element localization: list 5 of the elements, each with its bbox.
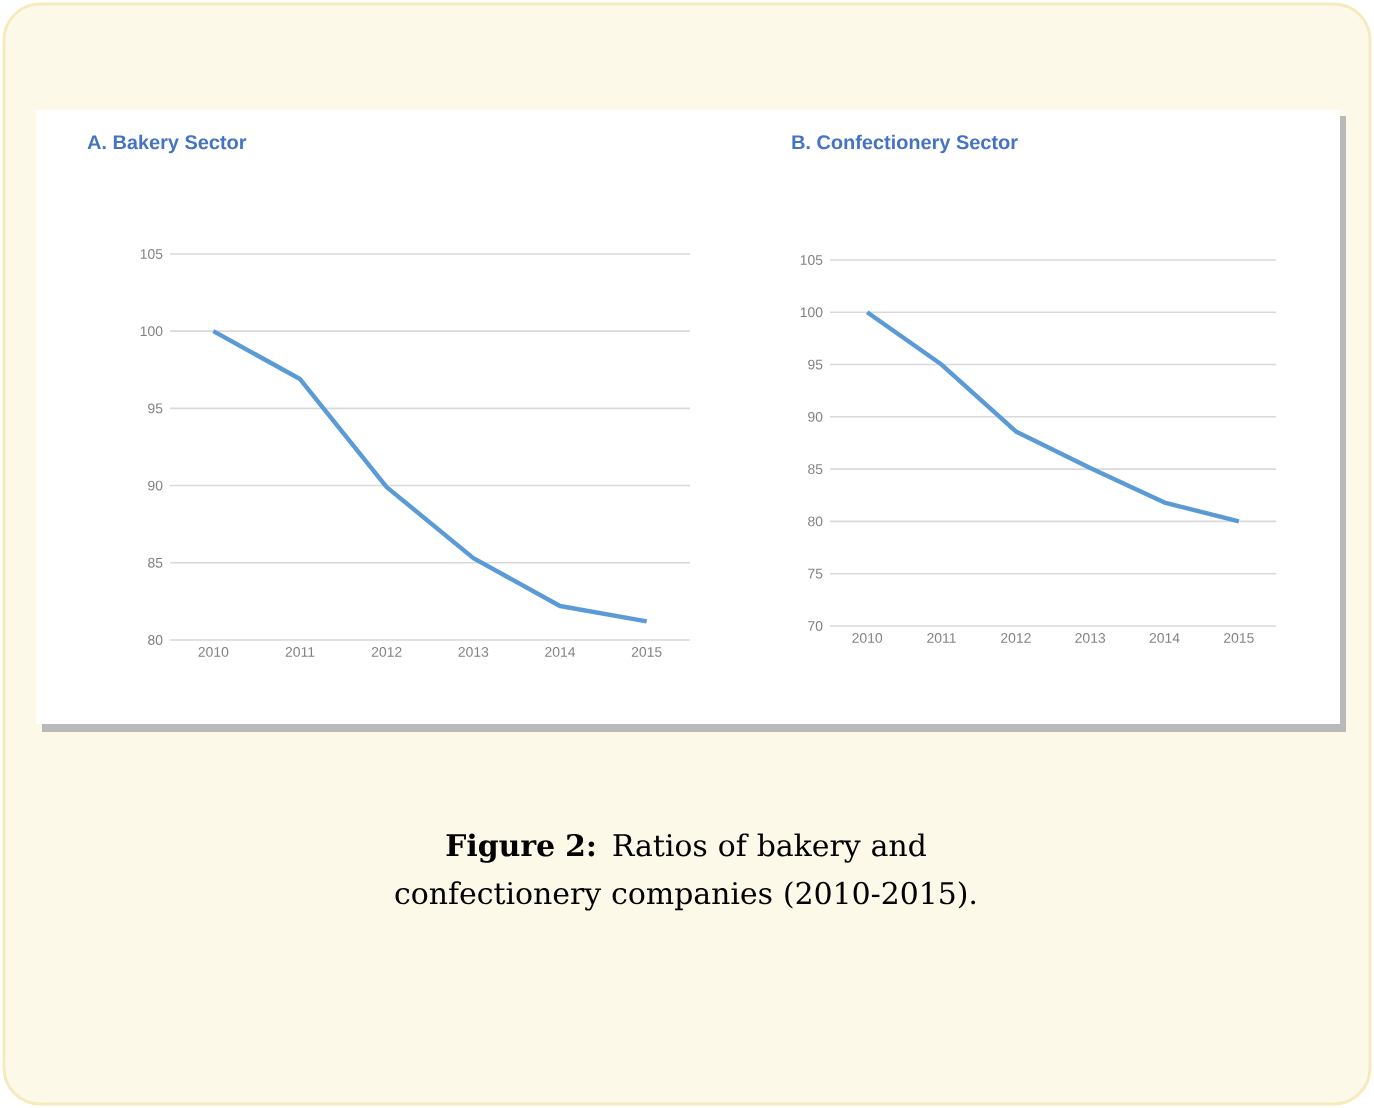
chart-title: A. Bakery Sector	[87, 134, 247, 154]
line-series	[211, 328, 649, 624]
text: Figure 2: Ratios of bakery and confectionery companies (2010-2015).	[395, 833, 976, 911]
line-series	[864, 310, 1242, 524]
chart-title: B. Confectionery Sector	[792, 134, 1018, 154]
